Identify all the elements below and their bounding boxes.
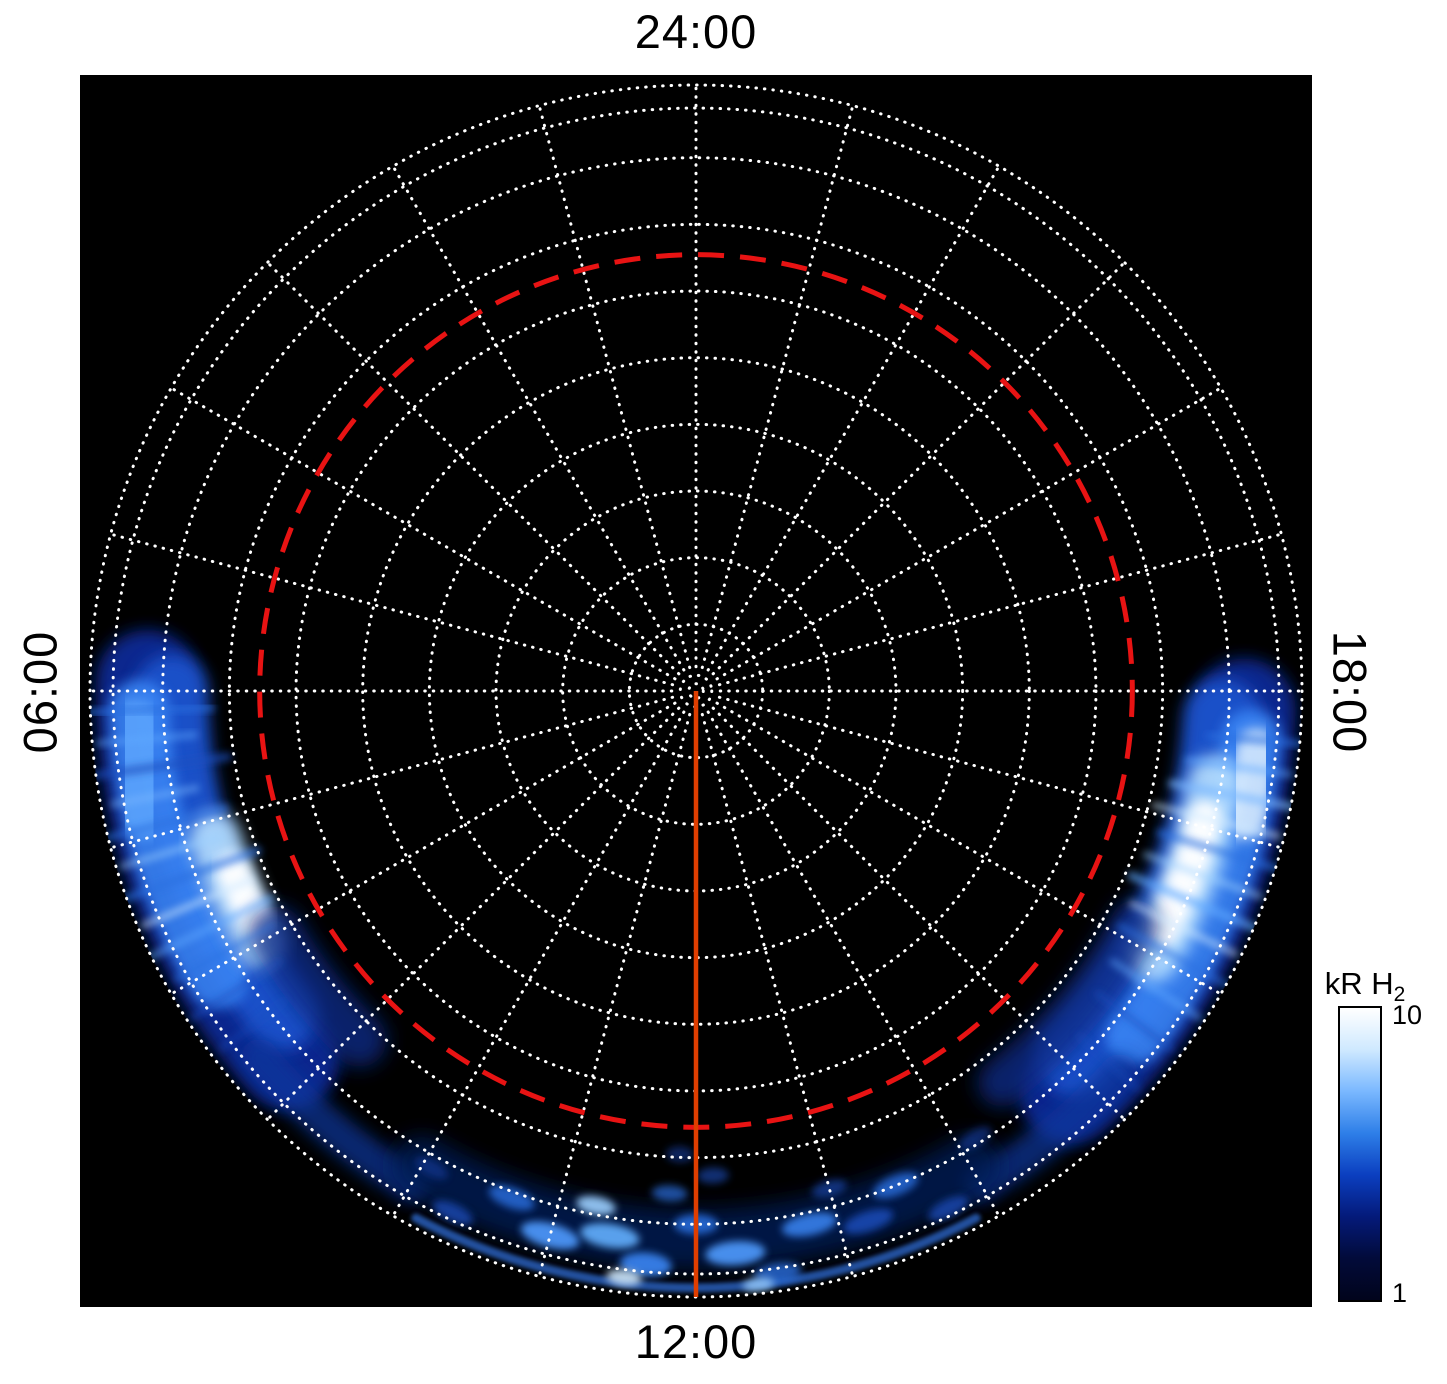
colorbar-title: kR H2 (1306, 966, 1424, 1007)
colorbar-gradient (1338, 1006, 1382, 1302)
colorbar-tick-min: 1 (1392, 1278, 1408, 1308)
colorbar-title-sub: 2 (1393, 983, 1406, 1007)
time-label-24: 24:00 (634, 5, 758, 58)
aurora-polar-plot (80, 75, 1312, 1307)
time-label-12: 12:00 (634, 1315, 758, 1368)
colorbar-tick-max: 10 (1392, 1000, 1423, 1030)
colorbar-title-main: kR H (1324, 966, 1394, 1001)
time-label-06: 06:00 (13, 630, 67, 754)
time-label-18: 18:00 (1323, 630, 1377, 754)
plot-area (80, 75, 1312, 1307)
